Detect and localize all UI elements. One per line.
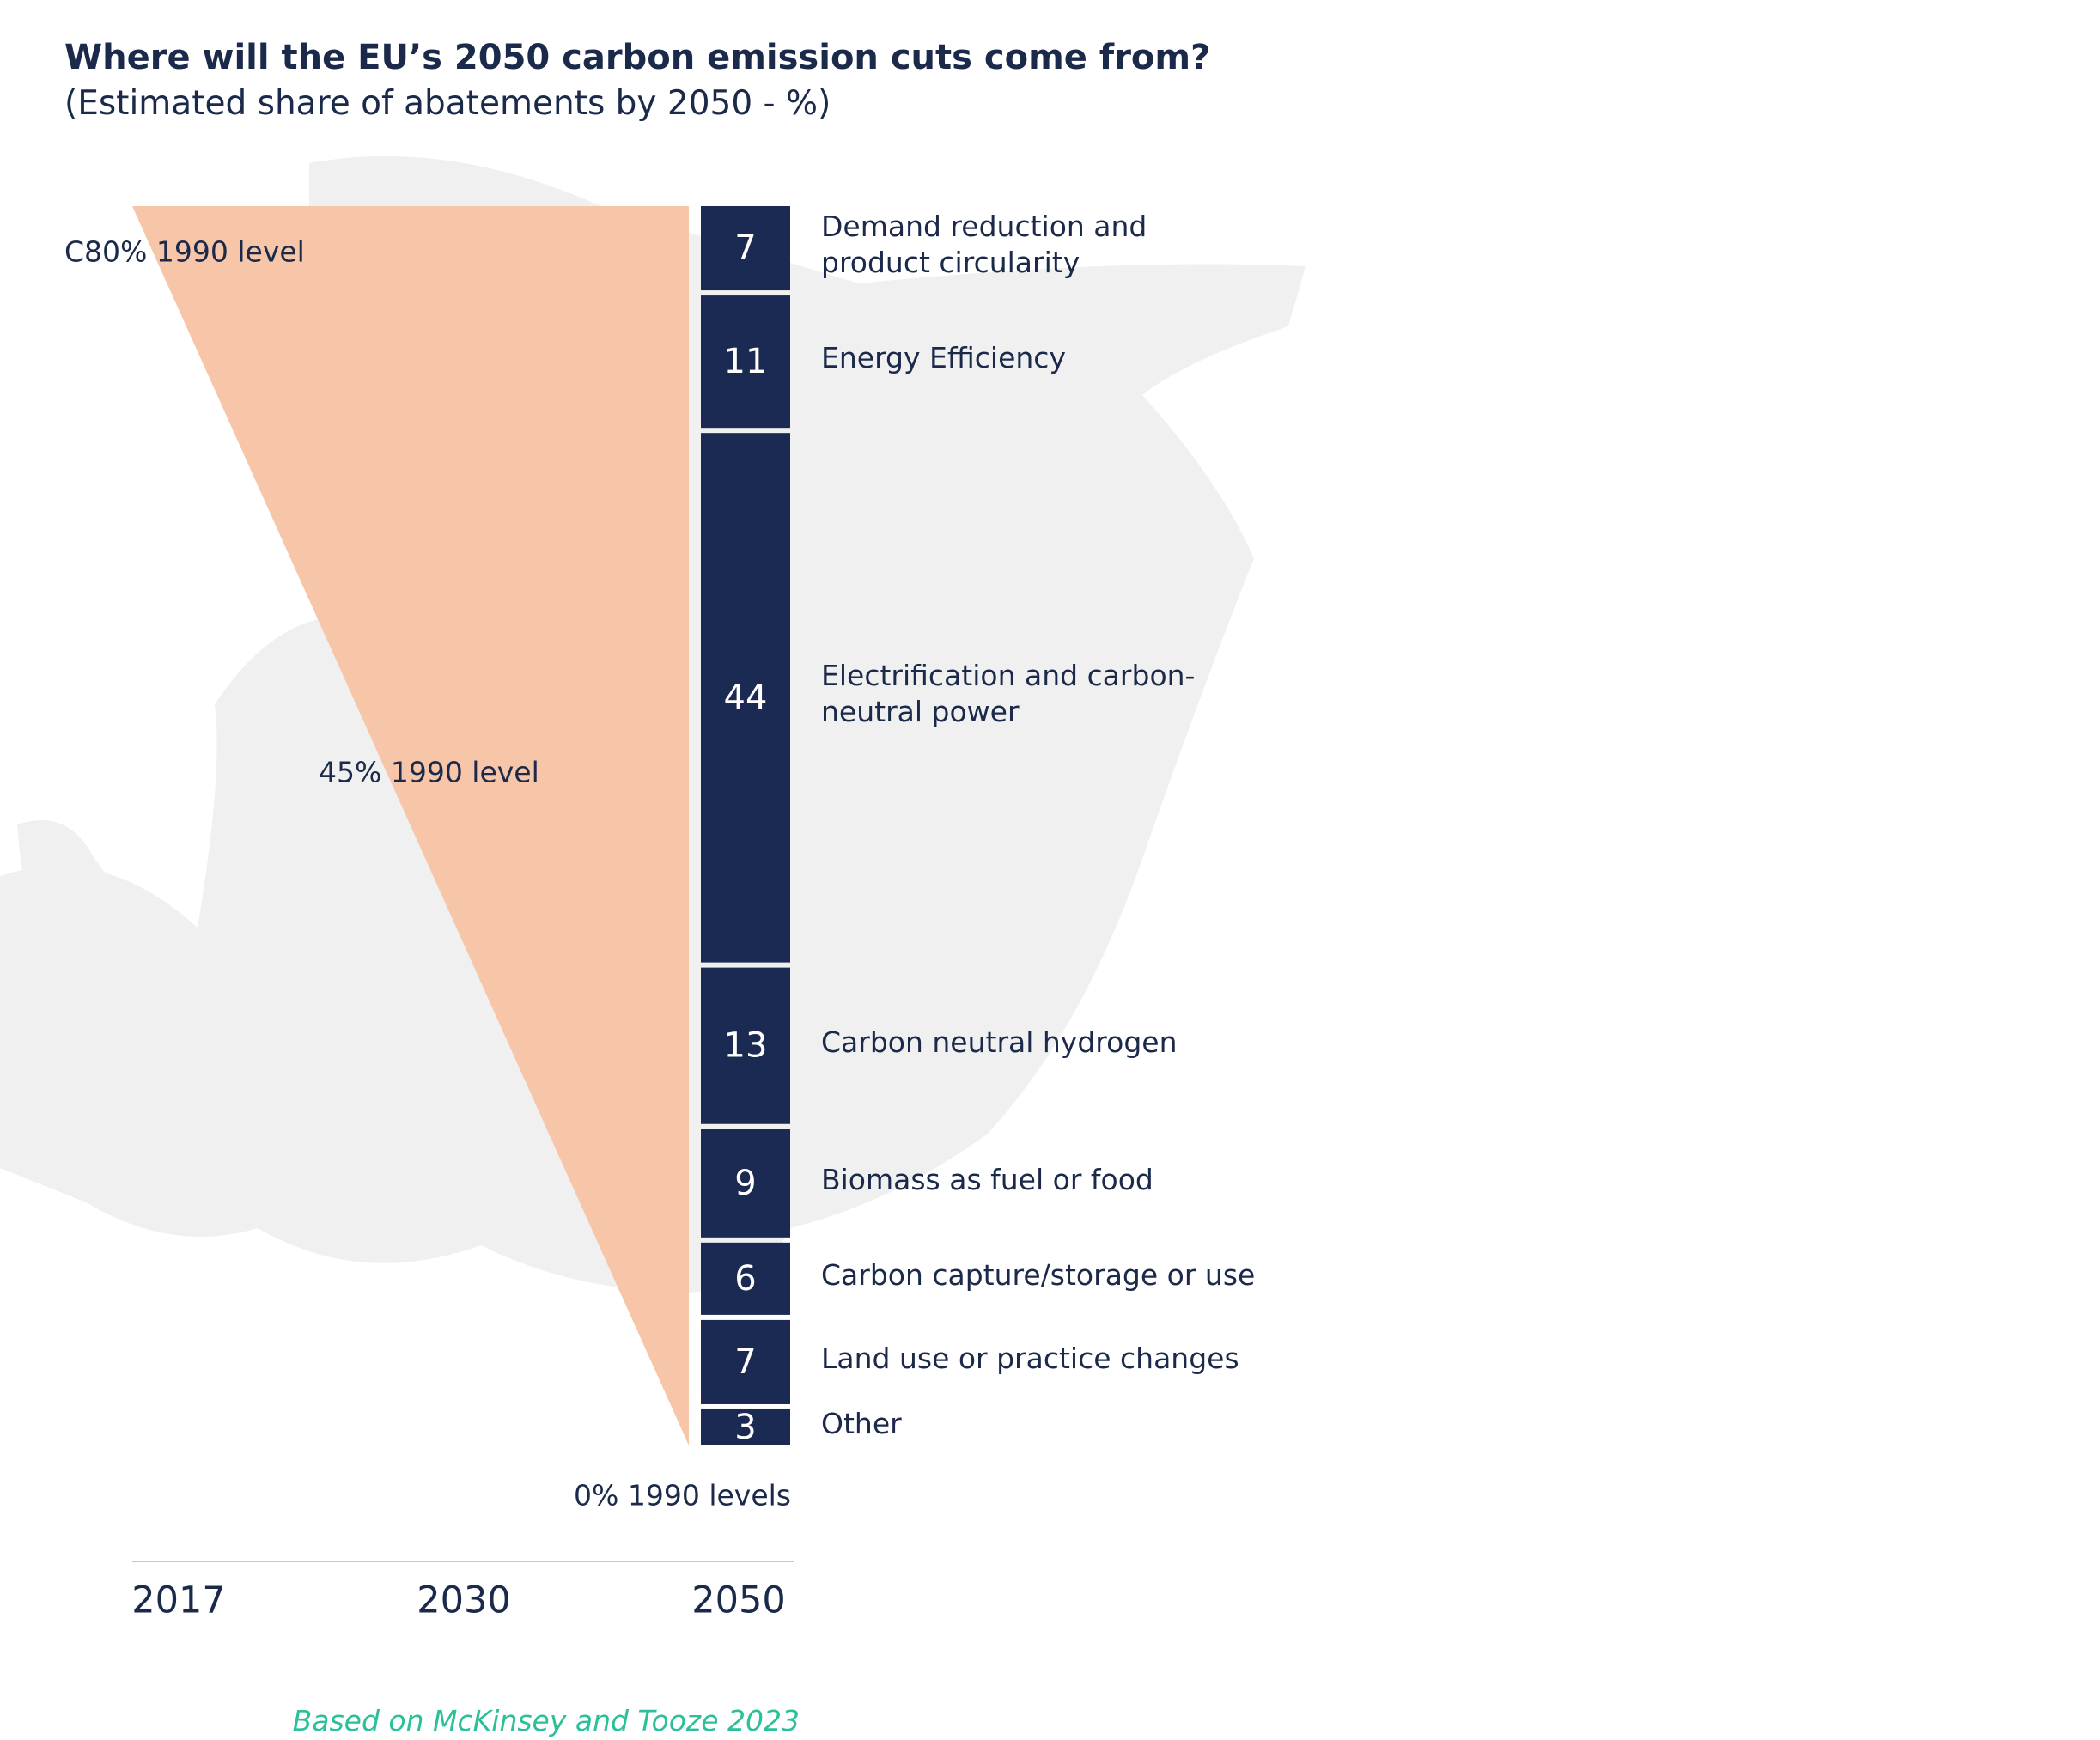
value-label: 11: [724, 342, 768, 381]
value-label: 13: [724, 1026, 768, 1066]
category-label: Carbon capture/storage or use: [821, 1257, 1256, 1292]
chart-subtitle: (Estimated share of abatements by 2050 -…: [64, 84, 831, 123]
category-label: Carbon neutral hydrogen: [821, 1025, 1178, 1059]
timeline-label: 2030: [417, 1579, 510, 1622]
value-label: 7: [734, 1342, 756, 1382]
category-label: Other: [821, 1406, 902, 1440]
bar-segment: [701, 967, 790, 1124]
timeline-label: 2050: [691, 1579, 785, 1622]
value-label: 7: [734, 228, 756, 268]
category-label: Electrification and carbon- neutral powe…: [821, 659, 1196, 729]
annotation: 0% 1990 levels: [574, 1479, 791, 1512]
source-note: Based on McKinsey and Tooze 2023: [292, 1704, 800, 1737]
bar-segment: [701, 295, 790, 429]
timeline-label: 2017: [131, 1579, 225, 1622]
bar-segment: [701, 1319, 790, 1404]
bar-segment: [701, 206, 790, 291]
category-label: Energy Efficiency: [821, 341, 1066, 375]
value-label: 3: [734, 1408, 756, 1447]
chart-title: Where will the EU’s 2050 carbon emission…: [64, 38, 1211, 77]
wedge: [132, 206, 689, 1445]
bar-segment: [701, 1408, 790, 1445]
value-label: 9: [734, 1164, 756, 1203]
bar-segment: [701, 1129, 790, 1238]
category-label: Demand reduction and product circularity: [821, 210, 1147, 280]
annotation: C80% 1990 level: [64, 235, 305, 269]
value-label: 6: [734, 1259, 756, 1299]
annotation: 45% 1990 level: [319, 756, 539, 789]
bar-segment: [701, 1242, 790, 1315]
value-label: 44: [724, 678, 768, 717]
category-label: Biomass as fuel or food: [821, 1162, 1153, 1196]
bar-segment: [701, 433, 790, 963]
category-label: Land use or practice changes: [821, 1341, 1239, 1375]
